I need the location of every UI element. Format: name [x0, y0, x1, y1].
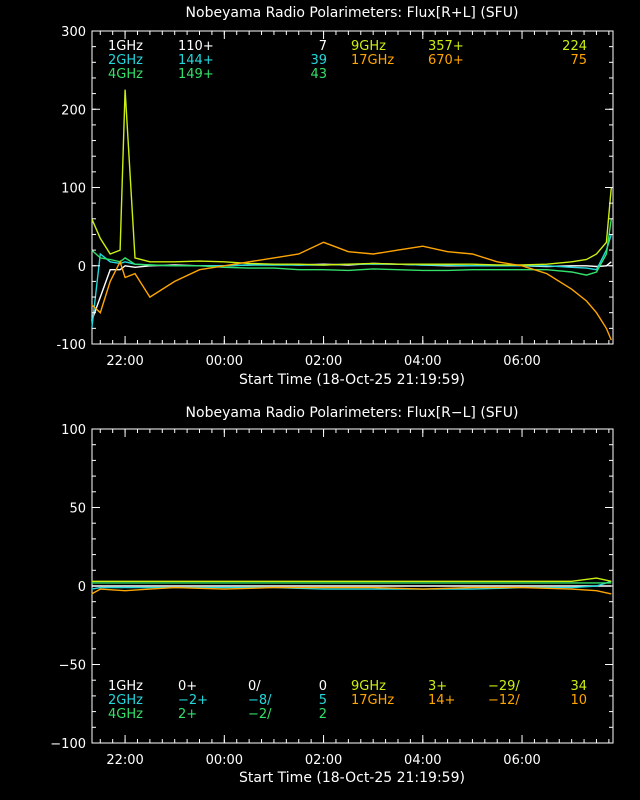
legend-a: 3+ [428, 679, 447, 694]
legend-c: 2 [319, 707, 327, 722]
y-tick-label: 0 [78, 580, 86, 595]
series-line-2ghz [91, 234, 612, 329]
legend-a: 0+ [178, 679, 197, 694]
y-tick-label: 300 [61, 25, 86, 40]
legend-label: 2GHz [108, 693, 143, 708]
legend-label: 1GHz [108, 679, 143, 694]
legend-a: −2+ [178, 693, 208, 708]
axes-group: 300 200 100 0 -100 22:00 00:00 02:00 04:00 06:00 [56, 25, 613, 369]
y-tick-label: 200 [61, 103, 86, 118]
legend-b: −8/ [248, 693, 272, 708]
series-group [91, 89, 612, 341]
legend-label: 2GHz [108, 53, 143, 68]
x-axis-label: Start Time (18-Oct-25 21:19:59) [239, 372, 465, 388]
legend-a: 144+ [178, 53, 214, 68]
x-tick-label: 04:00 [404, 753, 441, 768]
legend-a: 110+ [178, 39, 214, 54]
legend-c: 34 [570, 679, 587, 694]
legend-label: 4GHz [108, 707, 143, 722]
x-axis-label: Start Time (18-Oct-25 21:19:59) [239, 770, 465, 786]
legend-a: 357+ [428, 39, 464, 54]
legend-label: 9GHz [351, 39, 386, 54]
chart-title: Nobeyama Radio Polarimeters: Flux[R+L] (… [186, 5, 519, 21]
plot-frame [91, 30, 614, 345]
legend-b: −12/ [488, 693, 520, 708]
series-line-2ghz [91, 580, 612, 590]
y-tick-label: 0 [78, 260, 86, 275]
series-line-17ghz [91, 241, 612, 341]
x-tick-label: 06:00 [503, 753, 540, 768]
legend-c: 224 [562, 39, 587, 54]
legend: 1GHz 110+ 7 2GHz 144+ 39 4GHz 149+ 43 9GHz 357+ 224… [108, 39, 587, 82]
legend-b: 0/ [248, 679, 261, 694]
series-line-9ghz [91, 89, 612, 266]
legend-label: 17GHz [351, 53, 394, 68]
legend-c: 5 [319, 693, 327, 708]
legend-c: 0 [319, 679, 327, 694]
legend-label: 17GHz [351, 693, 394, 708]
x-tick-label: 22:00 [106, 354, 143, 369]
y-tick-label: 100 [61, 423, 86, 438]
legend-a: 2+ [178, 707, 197, 722]
x-tick-label: 22:00 [106, 753, 143, 768]
legend-c: 10 [570, 693, 587, 708]
y-tick-label: 100 [61, 182, 86, 197]
panel-r-plus-l: Nobeyama Radio Polarimeters: Flux[R+L] (… [56, 5, 614, 388]
legend-c: 43 [310, 67, 327, 82]
legend-c: 39 [310, 53, 327, 68]
chart-title: Nobeyama Radio Polarimeters: Flux[R−L] (… [186, 405, 519, 421]
legend-b: −2/ [248, 707, 272, 722]
legend-a: 149+ [178, 67, 214, 82]
y-tick-label: −100 [50, 737, 86, 752]
legend: 1GHz 0+ 0/0 2GHz −2+ −8/5 4GHz 2+ −2/2 9GHz 3+ −29/… [108, 679, 587, 722]
legend-c: 7 [319, 39, 327, 54]
series-line-17ghz [91, 586, 612, 595]
legend-label: 9GHz [351, 679, 386, 694]
panel-r-minus-l: Nobeyama Radio Polarimeters: Flux[R−L] (… [50, 405, 614, 786]
legend-a: 14+ [428, 693, 455, 708]
legend-a: 670+ [428, 53, 464, 68]
legend-label: 4GHz [108, 67, 143, 82]
y-tick-label: 50 [69, 502, 86, 517]
x-tick-label: 02:00 [305, 753, 342, 768]
legend-b: −29/ [488, 679, 520, 694]
x-tick-label: 00:00 [206, 354, 243, 369]
legend-label: 1GHz [108, 39, 143, 54]
series-group [91, 577, 612, 595]
legend-c: 75 [570, 53, 587, 68]
x-tick-label: 02:00 [305, 354, 342, 369]
series-line-9ghz [91, 577, 612, 582]
y-tick-label: -100 [56, 338, 86, 353]
series-line-4ghz [91, 218, 612, 276]
x-tick-label: 04:00 [404, 354, 441, 369]
y-tick-label: −50 [59, 659, 86, 674]
x-tick-label: 00:00 [206, 753, 243, 768]
x-tick-label: 06:00 [503, 354, 540, 369]
